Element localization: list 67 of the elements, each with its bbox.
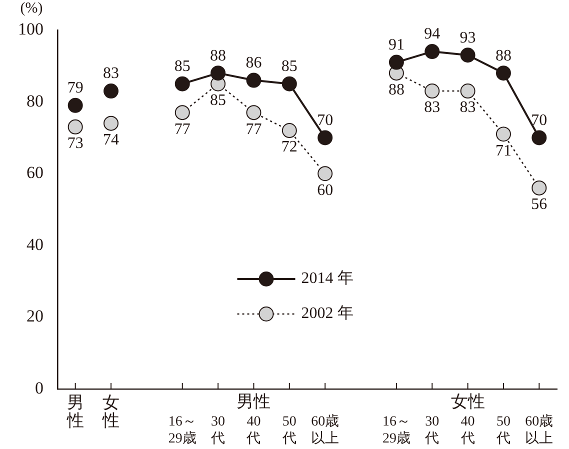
y-tick-label: 100 — [18, 19, 44, 38]
point — [68, 119, 83, 134]
point — [532, 180, 547, 196]
data-label: 83 — [460, 99, 476, 116]
y-tick-label: 60 — [26, 163, 44, 182]
point — [104, 116, 119, 131]
data-label: 56 — [531, 196, 548, 214]
data-label: 88 — [388, 81, 404, 98]
y-tick-label: 0 — [35, 378, 44, 398]
point — [174, 105, 190, 120]
x-tick-label: 30代 — [424, 414, 440, 447]
data-label: 93 — [460, 29, 476, 46]
x-tick-label: 16～29歳 — [168, 414, 196, 447]
point — [246, 105, 262, 120]
point — [388, 54, 404, 70]
point — [282, 123, 297, 138]
point — [246, 72, 262, 88]
data-label: 70 — [317, 112, 334, 129]
data-label: 91 — [388, 36, 404, 54]
y-tick-label: 80 — [26, 91, 44, 110]
x-tick-label: 50代 — [495, 414, 510, 447]
data-label: 79 — [67, 80, 84, 97]
x-tick-label: 60歳以上 — [525, 414, 554, 447]
point — [496, 66, 511, 81]
point — [282, 76, 297, 92]
legend-label: 2002 年 — [301, 305, 354, 322]
data-label: 85 — [210, 92, 226, 110]
point — [318, 166, 333, 182]
data-label: 74 — [103, 132, 120, 149]
point — [318, 130, 333, 146]
data-label: 85 — [281, 58, 298, 76]
data-label: 88 — [495, 47, 512, 64]
data-label: 88 — [210, 47, 226, 64]
point — [460, 84, 476, 99]
y-axis-title: (%) — [20, 0, 43, 16]
data-label: 72 — [281, 138, 298, 156]
x-tick-label: 60歳以上 — [311, 414, 340, 447]
point — [496, 126, 511, 142]
data-label: 60 — [317, 182, 334, 199]
point — [460, 48, 476, 63]
data-label: 71 — [495, 142, 512, 160]
data-label: 85 — [174, 58, 190, 76]
data-label: 73 — [67, 135, 84, 152]
data-label: 83 — [424, 99, 440, 116]
y-tick-label: 20 — [26, 306, 44, 326]
data-label: 83 — [103, 65, 120, 82]
data-label: 70 — [531, 112, 548, 129]
point — [210, 66, 226, 81]
point — [68, 98, 83, 113]
point — [532, 130, 547, 146]
point — [424, 44, 440, 60]
y-tick-label: 40 — [26, 234, 44, 254]
x-tick-label: 40代 — [246, 414, 261, 447]
x-tick-label: 男性 — [66, 392, 84, 430]
x-tick-label: 40代 — [460, 414, 475, 447]
data-label: 77 — [174, 120, 190, 138]
legend-label: 2014 年 — [301, 270, 354, 288]
x-tick-label: 女性 — [102, 392, 120, 430]
data-label: 94 — [424, 26, 440, 43]
x-tick-label: 50代 — [281, 414, 296, 447]
point — [104, 84, 119, 99]
point — [174, 76, 190, 92]
data-label: 86 — [246, 54, 262, 72]
point — [424, 84, 440, 99]
x-tick-label: 30代 — [210, 414, 226, 447]
x-tick-label: 16～29歳 — [382, 414, 410, 447]
data-label: 77 — [246, 120, 262, 138]
